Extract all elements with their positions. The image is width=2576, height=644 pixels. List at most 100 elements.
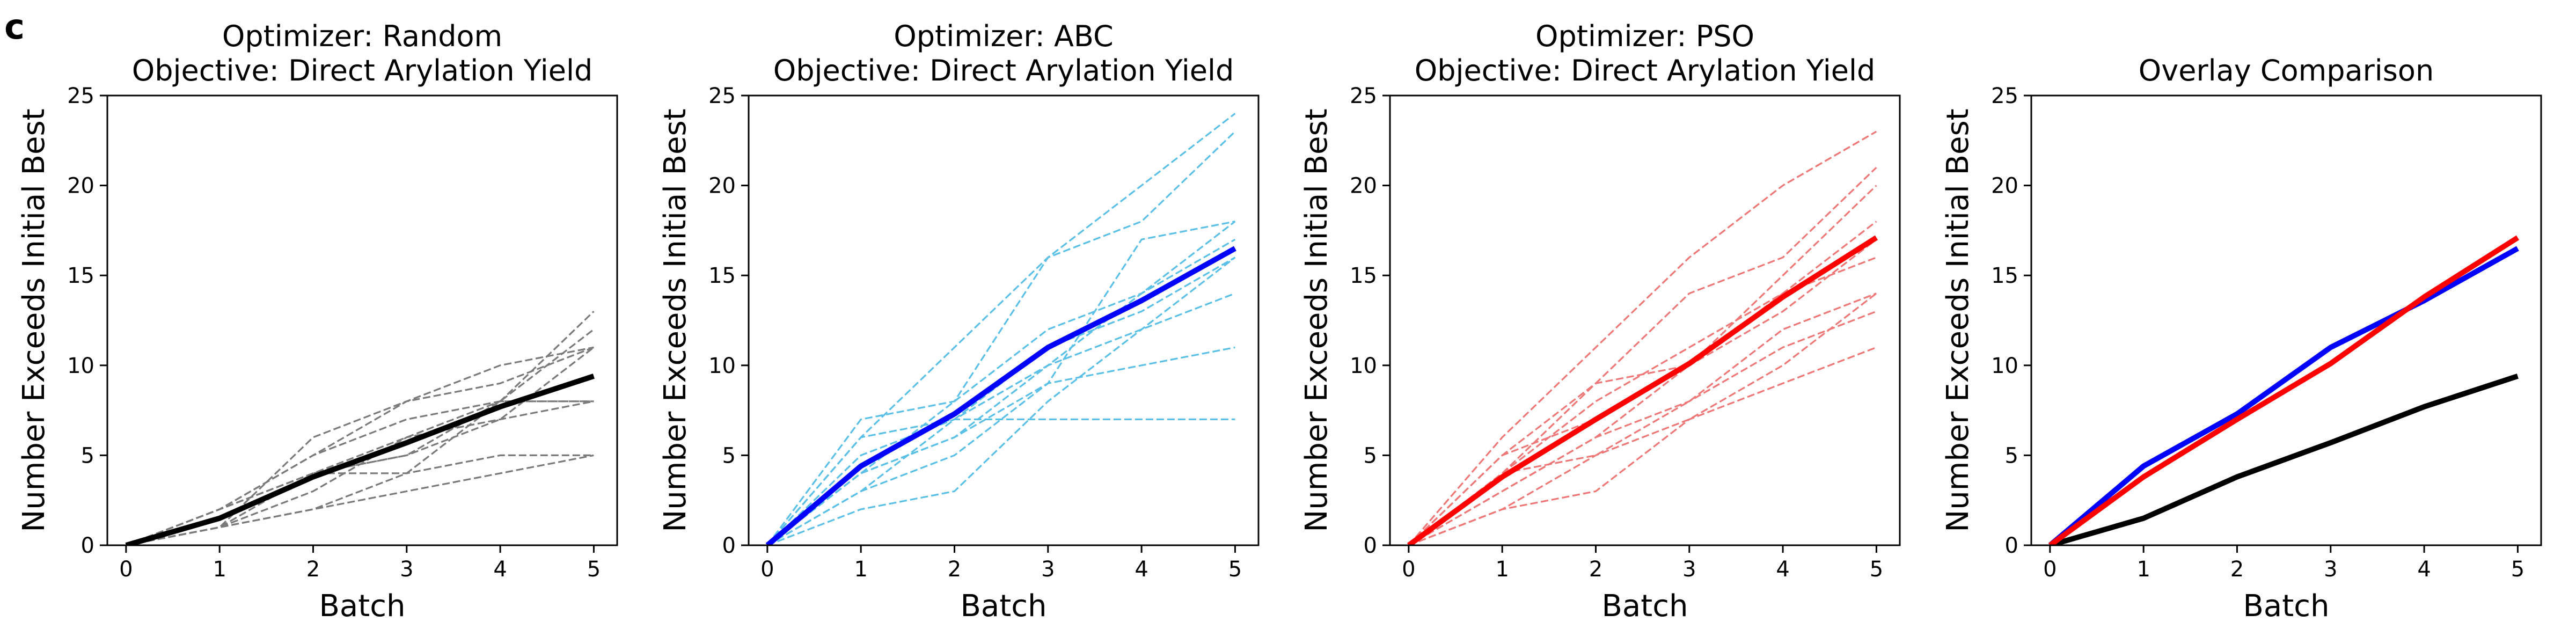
overlay-series-line-1 [2049, 374, 2519, 545]
x-tick-label: 2 [948, 557, 961, 582]
run-line-9 [1408, 310, 1877, 545]
y-tick-label: 20 [67, 174, 94, 199]
run-line-6 [126, 454, 594, 545]
plot-lines [2048, 235, 2520, 545]
y-tick-label: 15 [1991, 264, 2018, 288]
y-tick-label: 15 [67, 264, 94, 288]
plot-lines [765, 113, 1236, 545]
x-tick-label: 0 [1402, 557, 1415, 582]
y-tick-label: 15 [708, 264, 736, 288]
y-tick-label: 5 [2005, 443, 2018, 468]
run-line-8 [1408, 292, 1877, 545]
y-tick-label: 10 [1991, 354, 2018, 378]
y-tick-label: 0 [1364, 533, 1377, 558]
run-line-2 [766, 130, 1236, 545]
axes-frame [106, 94, 618, 546]
y-tick-label: 20 [1991, 174, 2018, 199]
x-tick-label: 4 [1776, 557, 1789, 582]
run-line-4 [766, 221, 1236, 545]
plot-lines [125, 311, 595, 545]
x-axis-label: Batch [1602, 589, 1688, 624]
x-tick-label: 3 [400, 557, 413, 582]
run-line-5 [767, 257, 1236, 545]
x-tick-label: 2 [2230, 557, 2244, 582]
chart-title-line-1: Optimizer: PSO [1535, 19, 1754, 53]
x-tick-label: 1 [1495, 557, 1509, 582]
x-tick-label: 2 [1589, 557, 1602, 582]
mean-line [765, 246, 1236, 545]
run-line-2 [126, 346, 594, 545]
chart-title-line-1: Optimizer: Random [222, 19, 502, 53]
chart-title-line-1: Optimizer: ABC [894, 19, 1113, 53]
chart-title-line-1: Overlay Comparison [2139, 54, 2434, 87]
chart-title-line-2: Objective: Direct Arylation Yield [1415, 54, 1876, 87]
x-tick-label: 0 [119, 557, 133, 582]
x-tick-label: 4 [1135, 557, 1148, 582]
y-tick-label: 25 [708, 84, 736, 108]
x-tick-label: 4 [493, 557, 507, 582]
y-tick-label: 25 [1991, 84, 2018, 108]
x-tick-label: 1 [2136, 557, 2150, 582]
y-axis-label: Number Exceeds Initial Best [1941, 108, 1975, 532]
axes-frame [2030, 94, 2542, 546]
y-tick-label: 10 [67, 354, 94, 378]
y-tick-label: 5 [81, 443, 94, 468]
run-line-1 [1408, 130, 1877, 545]
x-tick-label: 0 [760, 557, 774, 582]
x-tick-label: 3 [1041, 557, 1055, 582]
x-axis-label: Batch [2243, 589, 2330, 624]
y-axis-label: Number Exceeds Initial Best [658, 108, 693, 532]
mean-line [125, 374, 595, 545]
x-tick-label: 5 [1870, 557, 1883, 582]
run-line-8 [767, 257, 1236, 545]
chart-title-line-2: Objective: Direct Arylation Yield [132, 54, 593, 87]
run-line-10 [766, 221, 1235, 545]
run-line-2 [1408, 166, 1877, 545]
run-line-7 [1408, 292, 1877, 545]
run-line-4 [126, 400, 594, 545]
axes-frame [1389, 94, 1901, 546]
x-tick-label: 5 [587, 557, 601, 582]
run-line-7 [767, 346, 1235, 545]
y-tick-label: 10 [1350, 354, 1377, 378]
y-tick-label: 5 [722, 443, 736, 468]
mean-line [1407, 235, 1878, 545]
y-axis-label: Number Exceeds Initial Best [17, 108, 52, 532]
overlay-series-line-2 [2048, 246, 2519, 545]
y-tick-label: 20 [1350, 174, 1377, 199]
x-tick-label: 5 [1228, 557, 1242, 582]
x-tick-label: 3 [2324, 557, 2337, 582]
y-tick-label: 0 [722, 533, 736, 558]
y-tick-label: 0 [81, 533, 94, 558]
x-tick-label: 2 [306, 557, 320, 582]
y-axis-label: Number Exceeds Initial Best [1299, 108, 1334, 532]
chart-panel-4: Overlay Comparison 0 1 2 3 4 5 0 5 10 15 20 25 Batch N… [1941, 54, 2542, 624]
x-axis-label: Batch [319, 589, 406, 624]
y-tick-label: 20 [708, 174, 736, 199]
run-line-9 [766, 418, 1235, 545]
y-tick-label: 5 [1364, 443, 1377, 468]
panel-label: c [4, 8, 25, 47]
x-tick-label: 5 [2511, 557, 2524, 582]
y-tick-label: 25 [67, 84, 94, 108]
x-tick-label: 1 [854, 557, 867, 582]
x-tick-label: 1 [213, 557, 226, 582]
x-tick-label: 4 [2417, 557, 2431, 582]
plot-lines [1407, 130, 1878, 545]
x-tick-label: 0 [2043, 557, 2057, 582]
y-tick-label: 15 [1350, 264, 1377, 288]
run-line-1 [126, 346, 594, 545]
run-line-10 [126, 347, 595, 545]
chart-title-line-2: Objective: Direct Arylation Yield [773, 54, 1234, 87]
run-line-10 [1408, 346, 1877, 545]
overlay-series-line-3 [2048, 235, 2520, 545]
axes-frame [748, 94, 1260, 546]
y-tick-label: 25 [1350, 84, 1377, 108]
x-tick-label: 3 [1682, 557, 1696, 582]
x-axis-label: Batch [961, 589, 1047, 624]
y-tick-label: 10 [708, 354, 736, 378]
